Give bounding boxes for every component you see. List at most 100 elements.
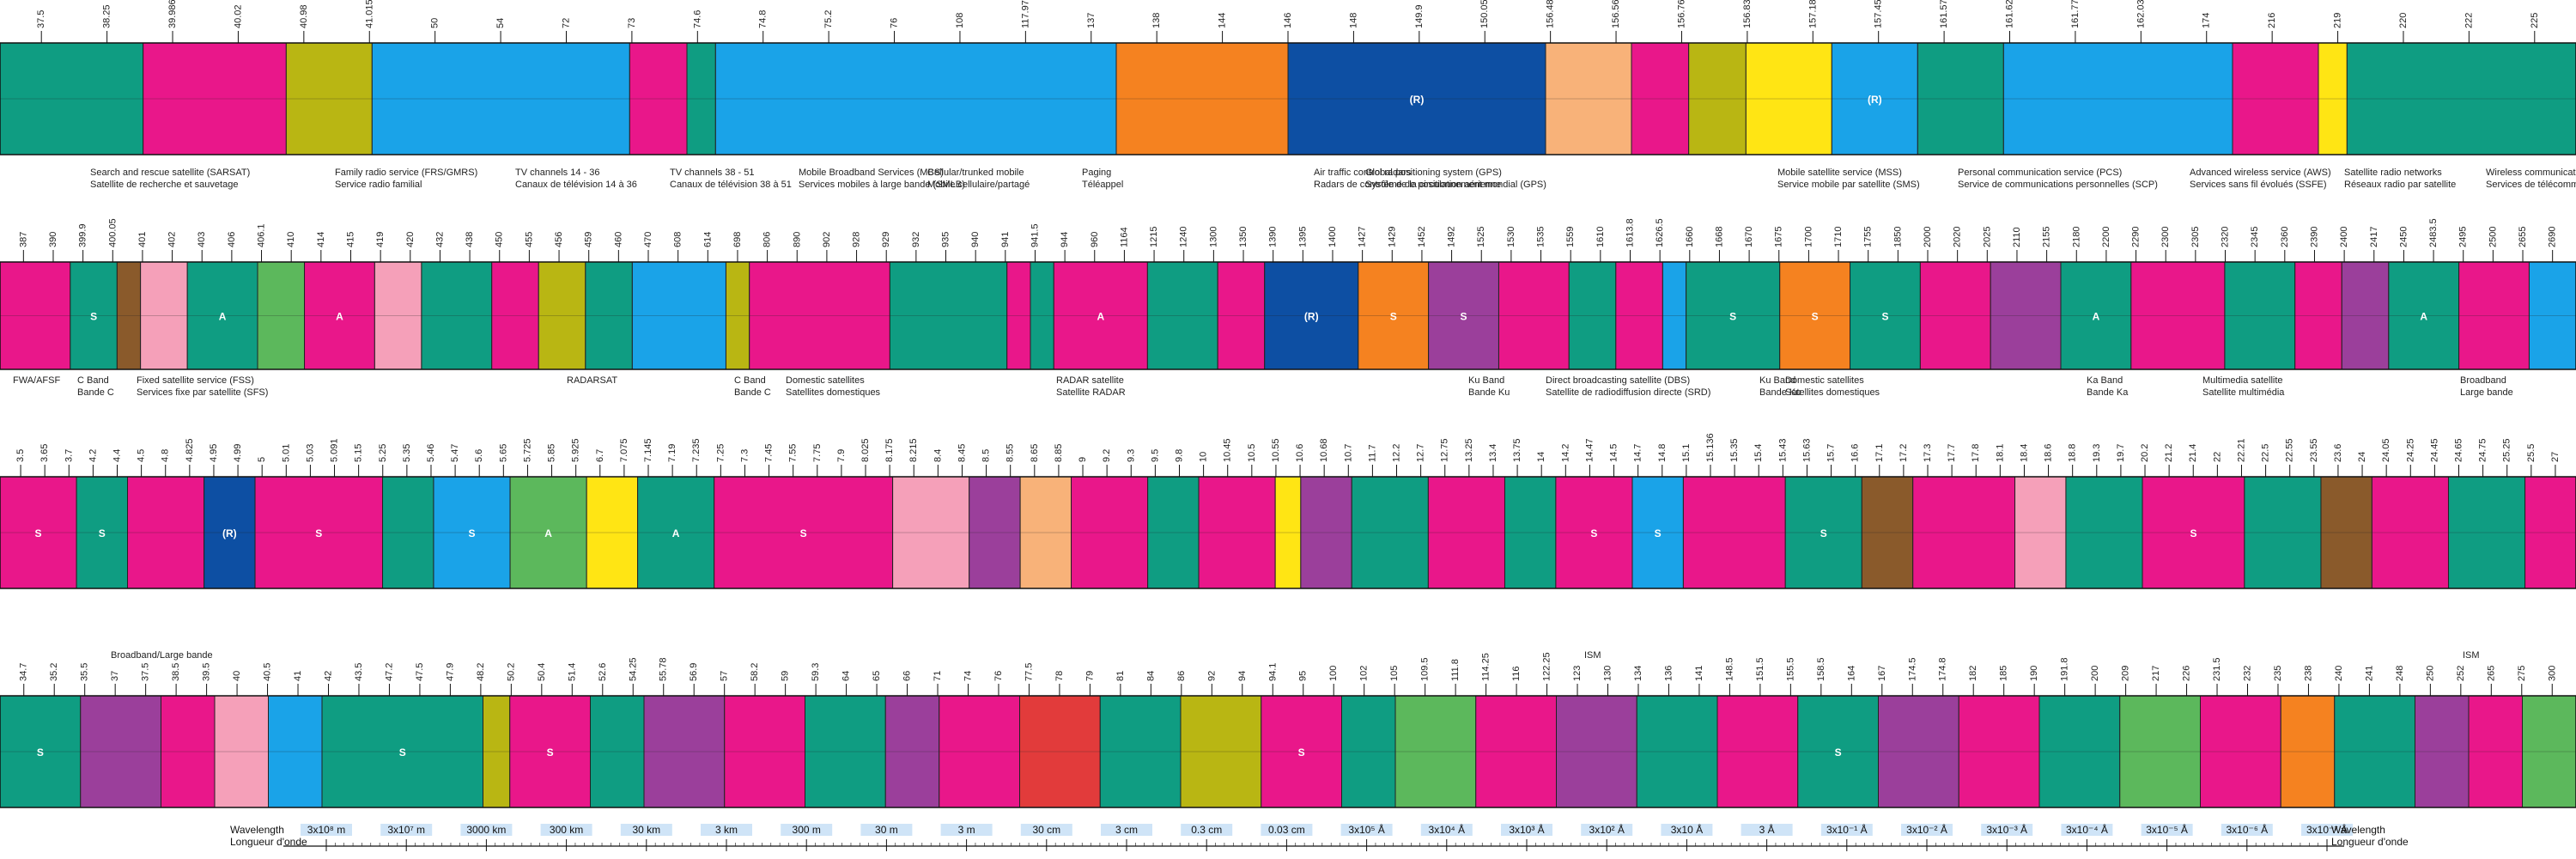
tick-label: 387 [18,232,28,247]
tick-label: 123 [1572,666,1583,681]
service-label: Ku Band [1759,375,1795,386]
tick-label: 19.3 [2092,444,2102,462]
tick-label: 2180 [2071,227,2081,247]
tick-label: 2360 [2280,227,2290,247]
tick-label: 14.5 [1609,444,1619,462]
tick-label: 1525 [1476,227,1486,247]
tick-label: 1215 [1149,227,1159,247]
band-block-label: A [336,311,343,323]
tick-label: 51.4 [567,663,577,681]
tick-label: 174 [2202,13,2212,28]
scale-label-bg [940,824,993,836]
tick-label: 43.5 [354,663,364,681]
tick-label: 231.5 [2212,657,2222,681]
tick-label: 40.02 [233,4,243,28]
tick-label: 34.7 [19,663,29,681]
band-block-label: S [1812,311,1819,323]
band-block-label: S [315,527,322,539]
tick-label: 141 [1694,666,1704,681]
tick-label: 111.8 [1450,659,1461,681]
tick-label: 50 [430,18,440,28]
tick-label: 8.65 [1030,444,1040,462]
tick-label: 2690 [2548,227,2558,247]
tick-label: 2390 [2309,227,2319,247]
tick-label: 12.2 [1392,444,1402,462]
tick-label: 5.6 [474,449,484,462]
tick-label: 432 [434,232,445,247]
tick-label: 75.2 [823,10,834,28]
service-label: Bande Ku [1759,387,1801,398]
tick-label: 614 [702,232,713,247]
tick-label: 7.145 [643,438,653,462]
scale-label: 3x10⁻⁴ Å [2066,823,2108,836]
scale-label-bg [2141,824,2193,836]
tick-label: 275 [2517,666,2527,681]
tick-label: 9.2 [1102,449,1112,462]
tick-label: 41.015 [364,0,374,28]
tick-label: 108 [955,13,965,28]
service-label: Satellite multimédia [2202,387,2285,398]
tick-label: 161.775 [2070,0,2081,28]
service-label: Personal communication service (PCS) [1958,168,2122,178]
tick-label: 300 [2547,666,2557,681]
tick-label: 25.25 [2502,438,2512,462]
tick-label: 2450 [2398,227,2409,247]
band-block-label: S [547,746,554,758]
tick-label: 146 [1283,13,1293,28]
tick-label: 241 [2364,666,2374,681]
tick-label: 5 [257,457,267,462]
tick-label: 20.2 [2140,444,2150,462]
tick-label: 1668 [1714,227,1724,247]
tick-label: 59.3 [811,663,821,681]
tick-label: 10.5 [1247,444,1257,462]
band-block-label: S [1590,527,1597,539]
wavelength-label-fr-right: Longueur d'onde [2331,836,2409,848]
band-block-label: S [1298,746,1305,758]
service-label: C Band [734,375,766,386]
tick-label: 217 [2151,666,2161,681]
scale-label-bg [380,824,433,836]
tick-label: 2655 [2518,227,2528,247]
tick-label: 72 [561,18,571,28]
service-label: Services sans fil évolués (SSFE) [2190,180,2327,190]
tick-label: 5.15 [354,444,364,462]
tick-label: 156.7625 [1676,0,1686,28]
service-label: Service radio familial [335,180,422,190]
scale-label: 3x10⁻⁶ Å [2226,823,2268,836]
tick-label: 1350 [1238,227,1249,247]
tick-label: 164 [1846,666,1856,681]
tick-label: 7.9 [836,449,847,462]
tick-label: 5.03 [305,444,315,462]
service-label: Advanced wireless service (AWS) [2190,168,2331,178]
tick-label: 157.1875 [1807,0,1818,28]
tick-label: 252 [2456,666,2466,681]
tick-label: 39.5 [202,663,212,681]
tick-label: 1755 [1863,227,1874,247]
scale-label: 3x10⁻¹ Å [1826,823,1868,836]
tick-label: 22.55 [2285,438,2295,462]
tick-label: 235 [2273,666,2283,681]
band-block-label: S [35,527,42,539]
tick-label: 7.3 [739,449,750,462]
service-label: Services fixe par satellite (SFS) [137,387,268,398]
tick-label: 15.4 [1753,444,1764,462]
tick-label: 2345 [2250,227,2260,247]
tick-label: 406.1 [257,223,267,247]
tick-label: 35.5 [80,663,90,681]
service-label: Bande C [734,387,771,398]
tick-label: 8.175 [884,438,895,462]
tick-label: 3.65 [39,444,50,462]
scale-label-bg [1420,824,1473,836]
tick-label: 9.5 [1150,449,1160,462]
band-block-label: S [90,311,97,323]
service-label: Family radio service (FRS/GMRS) [335,168,477,178]
scale-label-bg [781,824,833,836]
tick-label: 22 [2212,452,2222,462]
tick-label: 7.55 [788,444,799,462]
service-label: ISM [2463,650,2480,661]
tick-label: 79 [1084,671,1095,681]
tick-label: 15.63 [1801,438,1812,462]
tick-label: 10.7 [1343,444,1353,462]
tick-label: 1427 [1358,227,1368,247]
tick-label: 450 [495,232,505,247]
